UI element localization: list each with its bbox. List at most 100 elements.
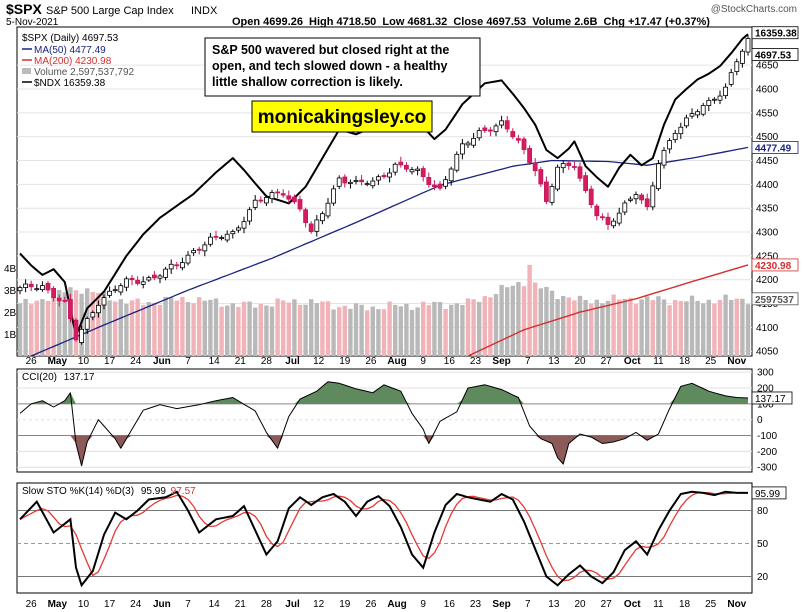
volume-bar xyxy=(729,300,734,356)
candle-body xyxy=(342,176,348,184)
volume-price-tag: 2597537 xyxy=(755,295,794,306)
cci-legend: CCI(20) 137.17 xyxy=(22,372,95,383)
volume-bar xyxy=(331,309,336,356)
candle-body xyxy=(191,250,197,254)
volume-bar xyxy=(264,305,269,356)
x-axis-label-bottom: 24 xyxy=(130,599,142,610)
volume-bar xyxy=(633,304,639,356)
volume-bar xyxy=(34,300,39,356)
volume-bar xyxy=(717,299,723,356)
volume-bar xyxy=(684,301,689,356)
volume-bar xyxy=(740,298,745,356)
volume-bar xyxy=(521,286,527,356)
candle-body xyxy=(403,164,409,170)
candle-body xyxy=(672,133,678,141)
x-axis-label-bottom: 16 xyxy=(444,599,456,610)
x-axis-label-top: 10 xyxy=(78,356,90,367)
volume-tick-label: 3B xyxy=(4,286,17,297)
x-axis-label-bottom: 12 xyxy=(313,599,325,610)
candle-body xyxy=(745,38,751,53)
volume-bar xyxy=(118,299,123,356)
volume-bar xyxy=(57,289,62,356)
candle-body xyxy=(40,285,45,290)
volume-tick-label: 4B xyxy=(4,264,17,275)
candle-body xyxy=(499,120,505,126)
volume-bar xyxy=(628,298,633,356)
volume-bar xyxy=(180,296,185,356)
volume-bar xyxy=(398,306,403,356)
candle-body xyxy=(740,50,745,64)
candle-body xyxy=(275,191,281,194)
legend-ndx: $NDX 16359.38 xyxy=(34,78,106,89)
cci-tick-label: -200 xyxy=(757,447,777,458)
candle-body xyxy=(415,168,421,171)
candle-body xyxy=(689,113,695,117)
volume-bar xyxy=(460,305,465,356)
price-tick-label: 4200 xyxy=(756,275,779,286)
candle-body xyxy=(656,163,661,190)
volume-bar xyxy=(510,285,515,356)
volume-bar xyxy=(90,292,95,356)
volume-bar xyxy=(387,301,392,356)
candle-body xyxy=(62,299,68,302)
ma50-price-tag: 4477.49 xyxy=(755,143,792,154)
volume-bar xyxy=(505,287,510,356)
volume-bar xyxy=(253,307,258,356)
candle-body xyxy=(437,183,443,189)
candle-body xyxy=(252,199,258,208)
cci-overbought-fill xyxy=(20,381,748,404)
volume-bar xyxy=(561,295,566,356)
x-axis-label-top: 26 xyxy=(365,356,377,367)
price-tick-label: 4650 xyxy=(756,61,779,72)
cci-tag-box xyxy=(751,391,793,405)
candle-body xyxy=(487,129,493,132)
candle-body xyxy=(196,248,202,251)
candle-body xyxy=(73,319,79,341)
volume-bar xyxy=(62,292,67,356)
volume-bar xyxy=(594,299,599,356)
candle-body xyxy=(482,127,488,131)
candle-body xyxy=(140,281,146,285)
candle-body xyxy=(101,297,107,306)
candle-body xyxy=(319,213,325,222)
candle-body xyxy=(667,140,672,150)
volume-bar xyxy=(191,303,196,356)
candle-body xyxy=(549,186,555,203)
volume-bar xyxy=(219,306,224,356)
candle-body xyxy=(431,184,437,187)
legend-ma200: MA(200) 4230.98 xyxy=(34,56,112,67)
candle-body xyxy=(728,72,734,85)
x-axis-label-top: 28 xyxy=(261,356,273,367)
candle-body xyxy=(370,180,376,187)
candle-body xyxy=(375,176,381,181)
candle-body xyxy=(230,231,236,235)
volume-bar xyxy=(723,294,728,356)
volume-bar xyxy=(415,307,420,356)
x-axis-label-bottom: 27 xyxy=(601,599,613,610)
volume-bar xyxy=(533,282,538,356)
candle-body xyxy=(207,236,213,245)
volume-bar xyxy=(667,305,672,356)
candle-body xyxy=(504,120,510,130)
candle-body xyxy=(409,169,415,173)
volume-bar xyxy=(113,301,118,356)
candle-body xyxy=(532,162,538,172)
x-axis-label-bottom: Oct xyxy=(624,599,641,610)
volume-bar xyxy=(208,299,213,356)
candle-body xyxy=(644,198,650,208)
sto-d-value: 97.57 xyxy=(171,486,196,497)
volume-bar xyxy=(247,301,252,356)
candle-body xyxy=(314,219,320,232)
candle-body xyxy=(224,233,230,241)
volume-bar xyxy=(281,300,286,356)
volume-bar xyxy=(174,300,179,356)
x-axis-label-bottom: 21 xyxy=(235,599,247,610)
candle-body xyxy=(700,105,706,115)
price-tick-label: 4450 xyxy=(756,156,779,167)
chart-symbol: $SPX xyxy=(6,1,42,17)
candle-body xyxy=(443,179,449,187)
cci-tick-label: 0 xyxy=(757,415,763,426)
candle-body xyxy=(471,137,477,146)
volume-bar xyxy=(381,309,387,356)
